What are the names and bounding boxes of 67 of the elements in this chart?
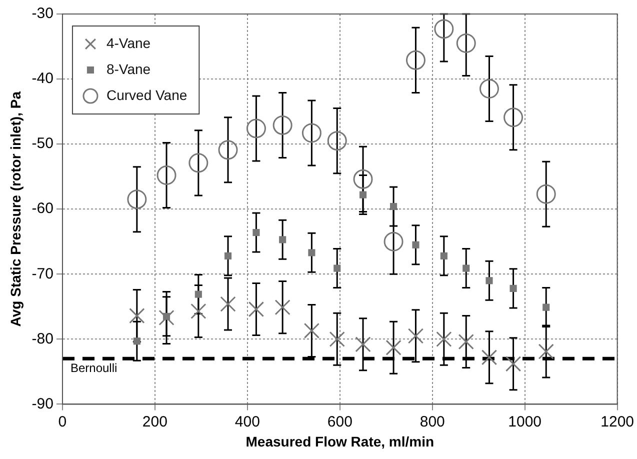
ref-line-label: Bernoulli xyxy=(70,360,118,375)
y-tick-label: -30 xyxy=(32,5,54,22)
x-tick-label: 600 xyxy=(327,413,352,430)
y-tick-label: -60 xyxy=(32,200,54,218)
point xyxy=(456,34,476,54)
point xyxy=(248,301,264,318)
point xyxy=(224,252,232,260)
point xyxy=(536,184,556,204)
y-tick-label: -80 xyxy=(32,330,54,348)
x-axis-title: Measured Flow Rate, ml/min xyxy=(246,433,434,450)
point xyxy=(542,304,550,311)
point xyxy=(359,191,367,198)
point xyxy=(274,299,290,316)
point xyxy=(129,308,145,324)
legend-label: 8-Vane xyxy=(106,60,151,77)
x-tick-label: 800 xyxy=(420,413,445,430)
point xyxy=(479,79,499,99)
y-tick-label: -40 xyxy=(32,70,54,88)
point xyxy=(486,277,493,284)
point xyxy=(194,290,202,298)
point xyxy=(279,236,286,244)
point xyxy=(220,296,236,312)
point xyxy=(327,131,347,151)
point xyxy=(329,331,345,347)
point xyxy=(408,328,424,344)
point xyxy=(412,241,420,248)
point xyxy=(156,166,176,186)
point xyxy=(440,252,448,260)
point xyxy=(434,19,454,39)
x-tick-label: 1200 xyxy=(600,413,634,430)
point xyxy=(127,190,147,210)
point xyxy=(190,303,206,320)
point xyxy=(462,264,470,272)
point xyxy=(390,202,398,210)
x-tick-label: 400 xyxy=(234,413,260,430)
point xyxy=(304,322,320,339)
point xyxy=(504,108,524,128)
x-tick-label: 0 xyxy=(58,413,67,430)
point xyxy=(272,115,292,135)
point xyxy=(302,123,322,143)
x-tick-label: 200 xyxy=(142,413,168,430)
y-tick-label: -90 xyxy=(32,395,54,412)
y-tick-label: -50 xyxy=(32,135,54,152)
point xyxy=(133,338,140,345)
point xyxy=(158,310,174,326)
point xyxy=(386,340,402,356)
point xyxy=(252,228,260,236)
point xyxy=(355,336,371,352)
point xyxy=(308,249,316,256)
y-axis-title: Avg Static Pressure (rotor inlet), Pa xyxy=(7,91,24,327)
point xyxy=(436,331,452,347)
y-tick-label: -70 xyxy=(32,265,54,282)
point xyxy=(458,334,474,350)
point xyxy=(218,140,238,160)
point xyxy=(188,153,208,173)
point xyxy=(510,284,517,292)
point xyxy=(505,356,522,372)
point xyxy=(353,169,373,189)
legend-label: 4-Vane xyxy=(106,34,151,51)
point xyxy=(538,344,554,360)
point xyxy=(384,232,404,252)
x-tick-label: 1000 xyxy=(508,413,542,430)
point xyxy=(481,350,498,366)
point xyxy=(334,264,341,272)
point xyxy=(246,118,266,138)
point xyxy=(406,50,426,70)
legend-label: Curved Vane xyxy=(106,86,188,103)
